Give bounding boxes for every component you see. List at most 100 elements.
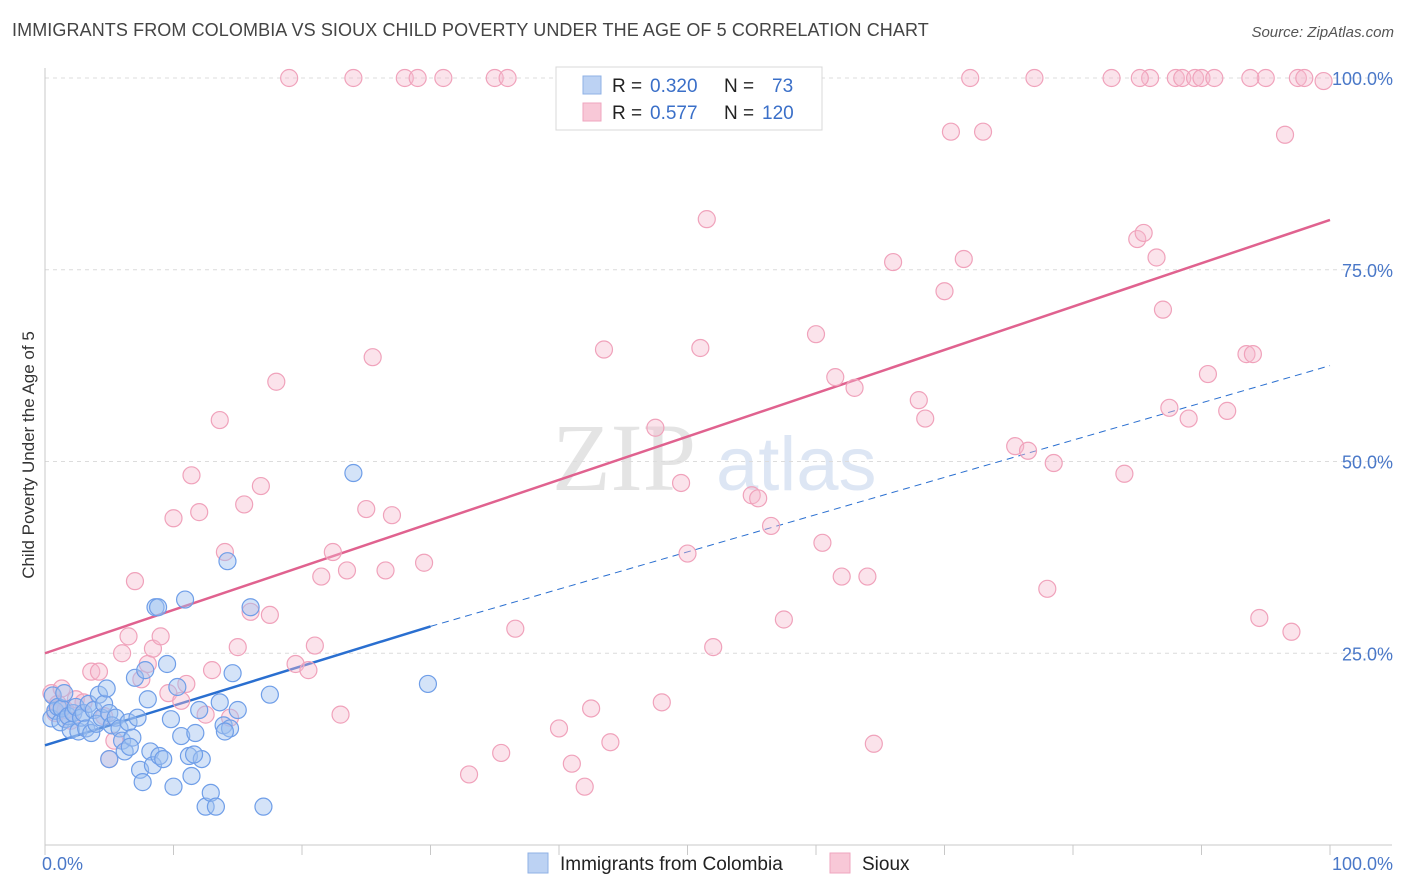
colombia-point-50 <box>182 766 201 786</box>
sioux-point-42 <box>323 542 342 562</box>
x-tick-label-0: 0.0% <box>42 854 83 874</box>
colombia-point-6 <box>55 684 74 703</box>
sioux-point-120 <box>1295 68 1314 88</box>
sioux-point-109 <box>1192 68 1211 88</box>
sioux-point-52 <box>414 553 434 572</box>
sioux-point-113 <box>1237 345 1256 364</box>
sioux-point-80 <box>832 567 851 586</box>
trend-lines <box>44 218 1331 747</box>
sioux-point-26 <box>196 705 215 724</box>
sioux-point-55 <box>485 68 504 88</box>
sioux-point-107 <box>1179 409 1198 428</box>
sioux-point-91 <box>973 122 993 141</box>
sioux-point-66 <box>652 693 671 712</box>
sioux-point-106 <box>1173 68 1192 88</box>
colombia-point-1 <box>43 686 62 705</box>
sioux-point-83 <box>864 734 883 753</box>
colombia-point-55 <box>201 783 220 802</box>
y-tick-label-3: 100.0% <box>1332 69 1393 89</box>
sioux-point-41 <box>312 567 331 586</box>
colombia-point-33 <box>128 708 147 727</box>
sioux-point-122 <box>1130 68 1149 88</box>
sioux-point-49 <box>382 506 402 525</box>
sioux-point-51 <box>408 68 427 88</box>
colombia-point-64 <box>148 598 168 617</box>
sioux-point-101 <box>1140 68 1160 88</box>
sioux-point-33 <box>241 602 260 621</box>
sioux-point-19 <box>151 627 170 646</box>
colombia-point-14 <box>74 703 93 723</box>
colombia-point-39 <box>143 756 163 775</box>
axes <box>44 68 1392 855</box>
colombia-point-62 <box>228 700 247 720</box>
y-tick-label-1: 50.0% <box>1342 453 1393 473</box>
sioux-point-108 <box>1185 68 1205 88</box>
sioux-point-76 <box>774 610 793 629</box>
colombia-point-51 <box>186 723 205 743</box>
sioux-point-79 <box>826 368 845 387</box>
legend-n-value-1: 73 <box>772 76 793 97</box>
colombia-point-67 <box>260 685 279 704</box>
y-tick-label-2: 75.0% <box>1342 261 1393 281</box>
legend-swatch-colombia <box>582 75 602 95</box>
colombia-point-57 <box>210 693 229 712</box>
sioux-point-58 <box>506 619 525 638</box>
colombia-point-44 <box>161 710 181 729</box>
stats-legend: R = 0.320 N = 73 R = 0.577 N = 120 <box>555 66 823 131</box>
source-label: Source: ZipAtlas.com <box>1251 24 1394 41</box>
sioux-point-89 <box>954 249 973 269</box>
colombia-point-72 <box>418 674 438 694</box>
sioux-point-8 <box>82 662 101 681</box>
colombia-point-60 <box>220 719 240 738</box>
colombia-point-30 <box>119 713 138 732</box>
colombia-point-37 <box>138 690 157 709</box>
sioux-point-81 <box>845 378 864 397</box>
bottom-legend-label-sioux: Sioux <box>862 854 910 875</box>
colombia-point-54 <box>196 797 215 816</box>
sioux-point-84 <box>883 252 903 272</box>
colombia-point-66 <box>254 797 273 816</box>
legend-n-label-2: N = <box>724 103 754 124</box>
legend-swatch-sioux <box>582 102 602 122</box>
sioux-point-65 <box>646 418 665 437</box>
sioux-point-102 <box>1147 248 1166 267</box>
sioux-point-96 <box>1044 453 1063 473</box>
colombia-point-65 <box>241 598 260 617</box>
sioux-point-119 <box>1288 68 1307 88</box>
sioux-point-34 <box>251 476 270 496</box>
sioux-point-21 <box>164 509 183 528</box>
colombia-point-70 <box>100 749 119 769</box>
sioux-point-48 <box>376 561 395 580</box>
legend-n-value-2: 120 <box>762 103 794 124</box>
bottom-legend-label-colombia: Immigrants from Colombia <box>560 854 783 875</box>
sioux-point-15 <box>125 572 145 591</box>
sioux-point-57 <box>498 68 517 88</box>
colombia-trend-extension <box>430 365 1331 627</box>
sioux-point-59 <box>549 719 569 738</box>
colombia-point-56 <box>206 797 226 816</box>
sioux-point-56 <box>492 743 511 763</box>
colombia-point-59 <box>218 552 237 571</box>
colombia-point-47 <box>172 726 191 746</box>
watermark-atlas: atlas <box>716 422 877 507</box>
sioux-point-77 <box>806 325 826 344</box>
sioux-point-100 <box>1134 223 1153 243</box>
sioux-point-62 <box>582 699 601 718</box>
colombia-point-23 <box>97 679 116 698</box>
colombia-point-43 <box>157 654 177 674</box>
colombia-point-71 <box>344 463 363 483</box>
sioux-point-85 <box>909 391 928 410</box>
sioux-point-40 <box>305 636 324 655</box>
sioux-point-98 <box>1115 464 1134 483</box>
sioux-point-36 <box>267 372 286 391</box>
colombia-point-69 <box>120 737 139 756</box>
legend-r-value-1: 0.320 <box>650 76 698 97</box>
sioux-point-105 <box>1166 68 1185 88</box>
sioux-point-32 <box>235 495 254 514</box>
sioux-point-9 <box>89 662 109 681</box>
sioux-point-64 <box>601 733 620 752</box>
colombia-point-63 <box>184 745 204 764</box>
sioux-point-118 <box>1282 622 1301 641</box>
sioux-point-93 <box>1018 441 1038 460</box>
sioux-point-44 <box>337 561 357 580</box>
